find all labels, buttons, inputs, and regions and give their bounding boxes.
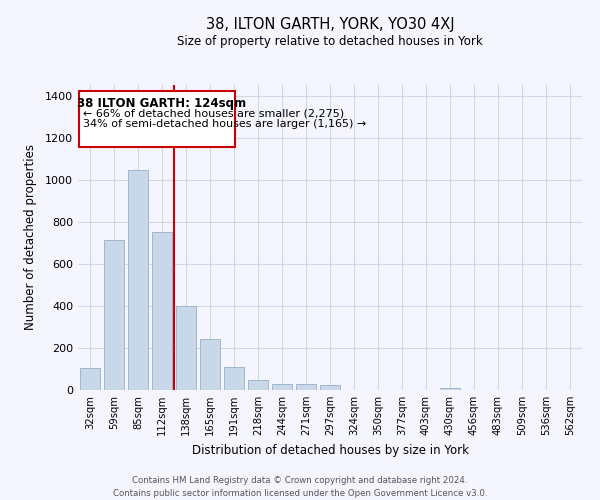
Text: Size of property relative to detached houses in York: Size of property relative to detached ho…	[177, 35, 483, 48]
Text: Contains HM Land Registry data © Crown copyright and database right 2024.
Contai: Contains HM Land Registry data © Crown c…	[113, 476, 487, 498]
Bar	[320, 386, 340, 390]
Bar	[200, 339, 220, 390]
Bar	[272, 384, 292, 390]
Bar	[104, 240, 124, 390]
Y-axis label: Number of detached properties: Number of detached properties	[23, 144, 37, 330]
FancyBboxPatch shape	[79, 92, 235, 147]
Text: ← 66% of detached houses are smaller (2,275): ← 66% of detached houses are smaller (2,…	[83, 108, 344, 118]
Bar	[176, 306, 196, 390]
Text: 38 ILTON GARTH: 124sqm: 38 ILTON GARTH: 124sqm	[77, 96, 247, 110]
Bar	[440, 388, 460, 390]
Bar	[248, 380, 268, 390]
Text: 34% of semi-detached houses are larger (1,165) →: 34% of semi-detached houses are larger (…	[83, 118, 366, 128]
Bar	[80, 368, 100, 390]
Text: 38, ILTON GARTH, YORK, YO30 4XJ: 38, ILTON GARTH, YORK, YO30 4XJ	[206, 18, 454, 32]
Bar	[224, 367, 244, 390]
Bar	[296, 384, 316, 390]
Bar	[152, 232, 172, 390]
X-axis label: Distribution of detached houses by size in York: Distribution of detached houses by size …	[191, 444, 469, 456]
Bar	[128, 170, 148, 390]
